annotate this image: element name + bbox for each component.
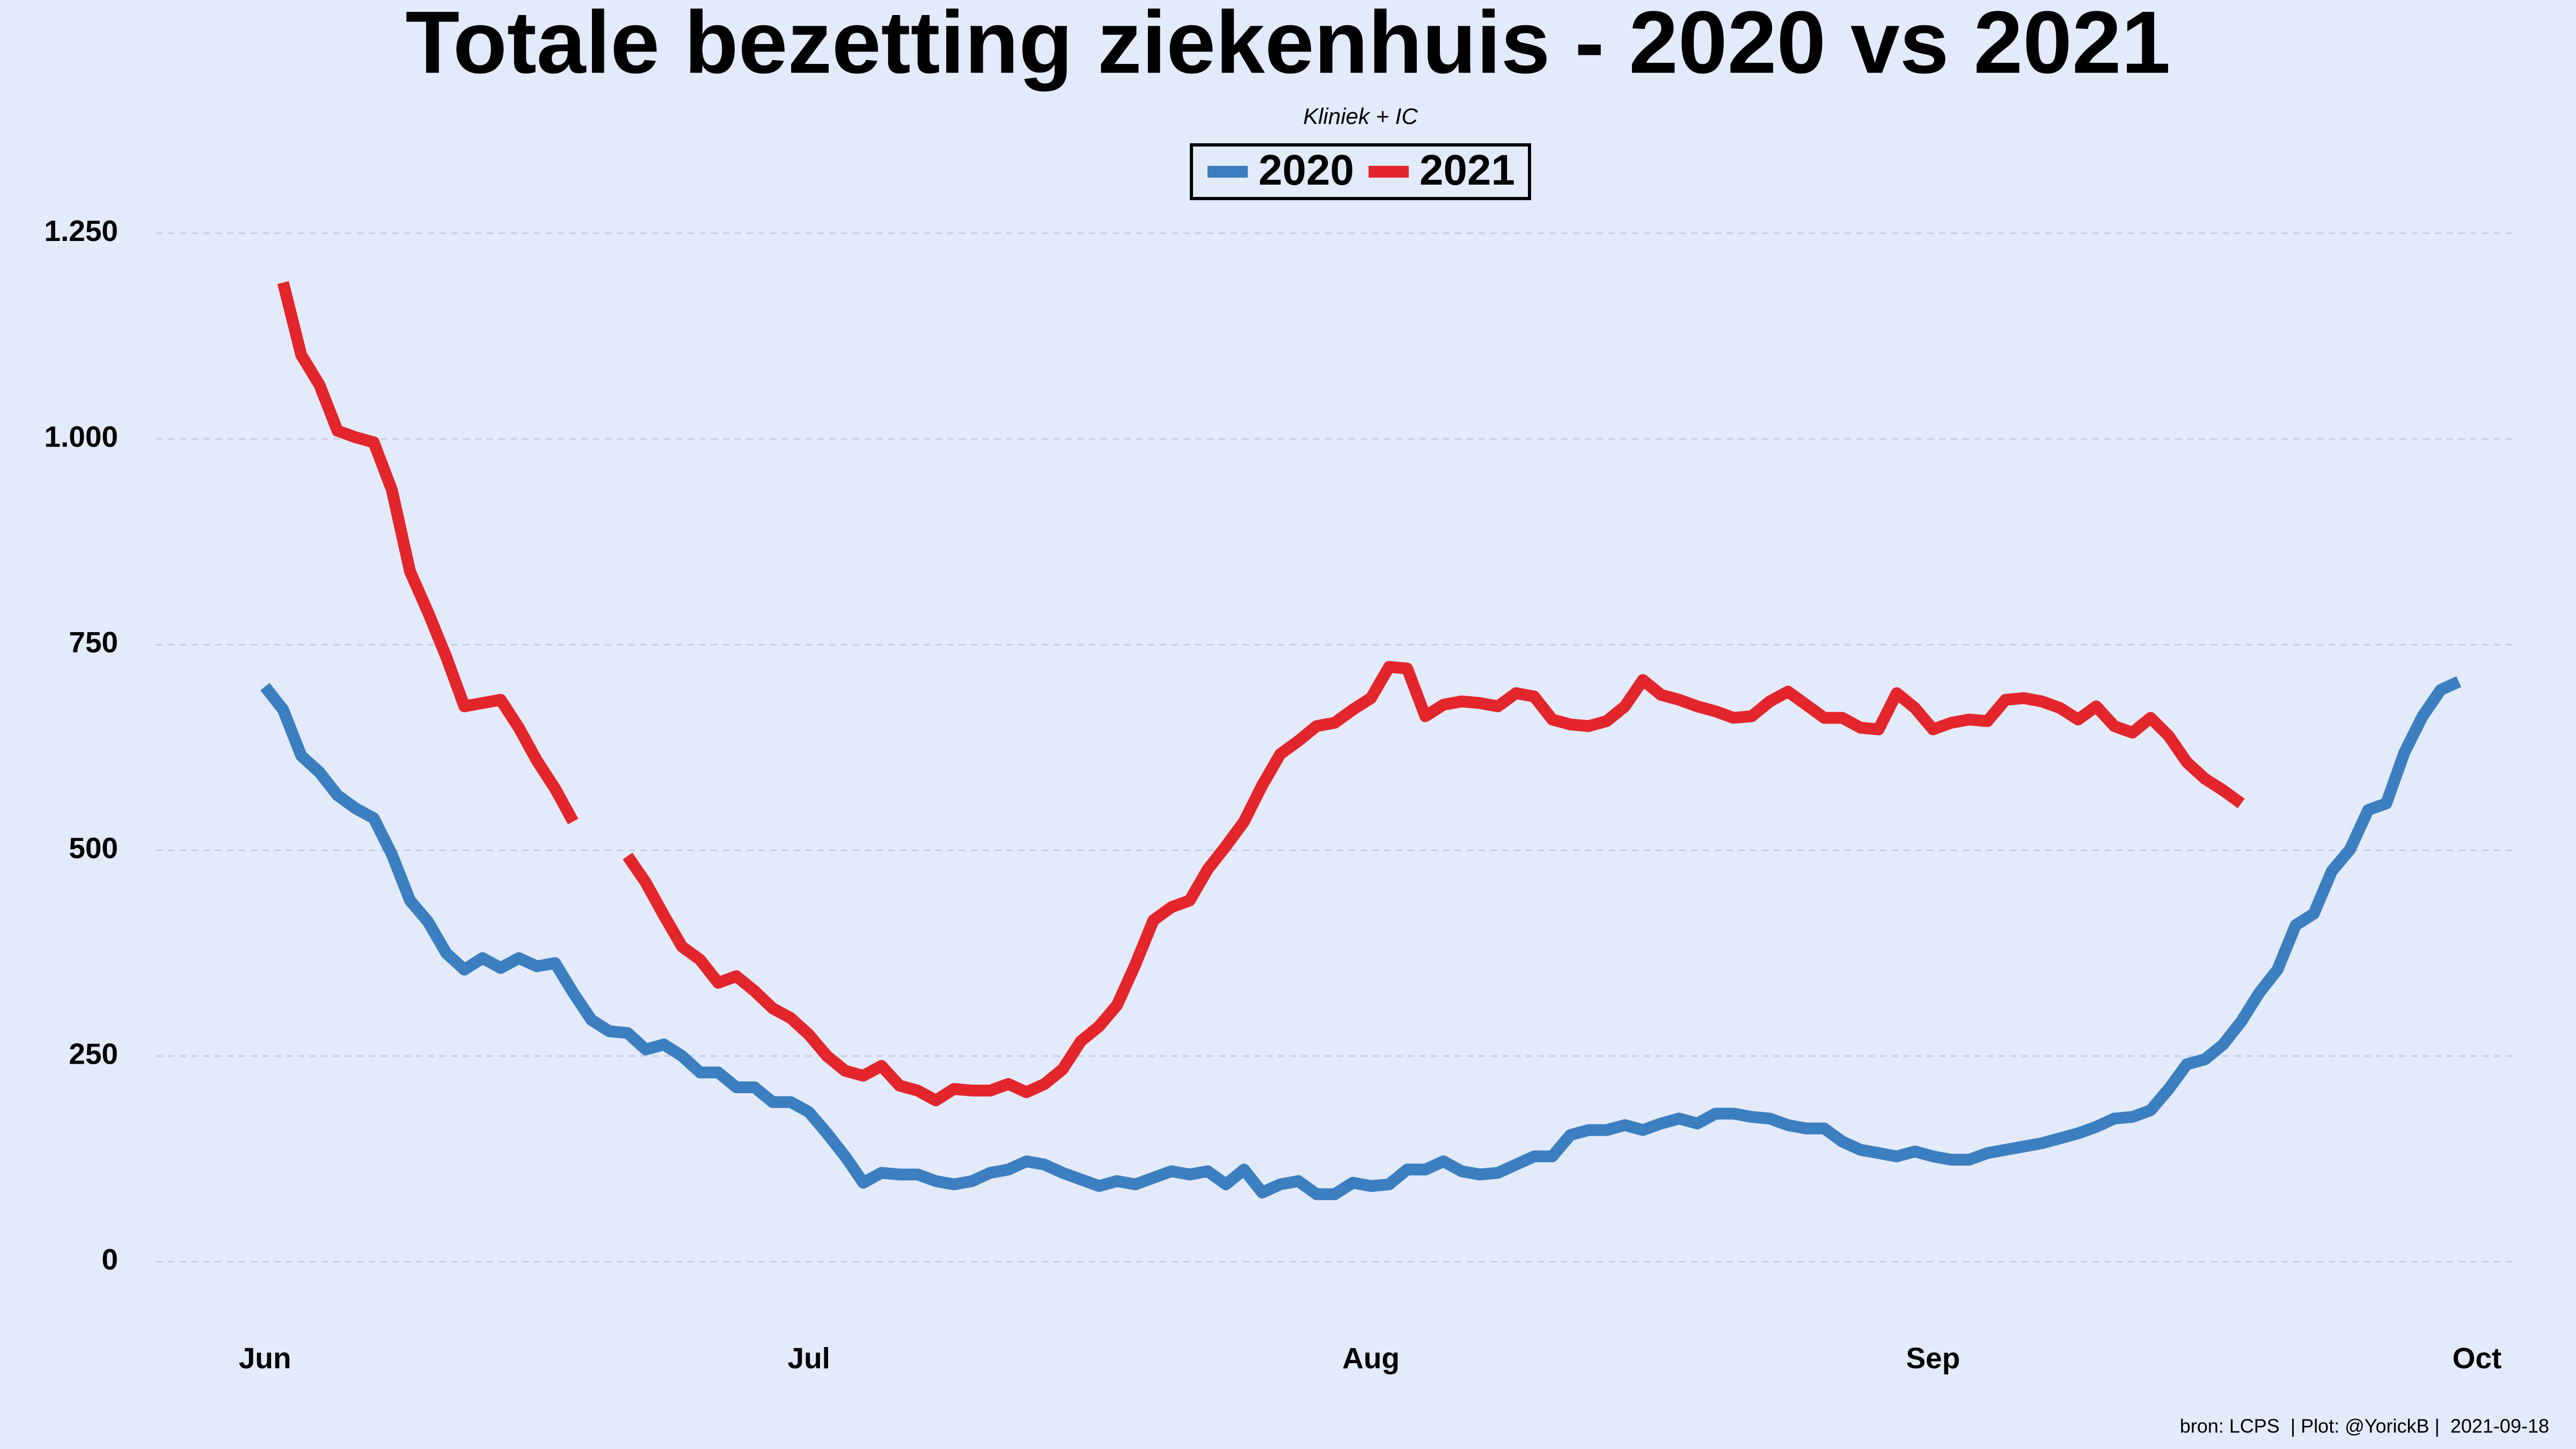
y-tick-label: 500 (69, 831, 118, 865)
y-tick-label: 1.250 (44, 214, 118, 247)
x-tick-label: Sep (1906, 1342, 1960, 1375)
x-tick-label: Aug (1342, 1342, 1400, 1375)
chart-subtitle: Kliniek + IC (1303, 104, 1418, 129)
y-tick-label: 750 (69, 626, 118, 659)
y-tick-label: 1.000 (44, 420, 118, 453)
x-tick-label: Jun (239, 1342, 291, 1375)
legend-label: 2021 (1419, 146, 1515, 194)
y-tick-label: 250 (69, 1037, 118, 1070)
line-series (260, 676, 2462, 1201)
chart-title: Totale bezetting ziekenhuis - 2020 vs 20… (405, 0, 2170, 92)
x-tick-label: Jul (788, 1342, 830, 1375)
y-tick-label: 0 (101, 1243, 118, 1276)
caption: bron: LCPS | Plot: @YorickB | 2021-09-18 (2180, 1415, 2549, 1437)
legend-label: 2020 (1258, 146, 1354, 194)
line-series (277, 281, 2245, 1107)
x-tick-label: Oct (2453, 1342, 2502, 1375)
legend-box (1190, 143, 1531, 200)
